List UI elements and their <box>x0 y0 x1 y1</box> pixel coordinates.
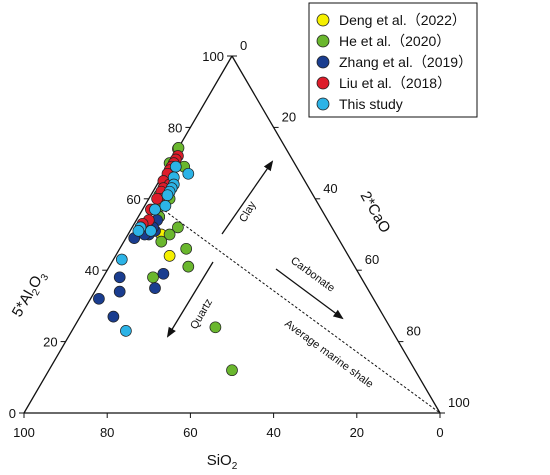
tick-labels: 100 80 60 40 20 0 0 20 40 60 80 100 0 20 40 60 80 100 <box>9 38 470 440</box>
data-point <box>169 160 182 173</box>
al2o3-tick-label: 20 <box>43 335 57 350</box>
sio2-tick-label: 100 <box>13 425 35 440</box>
ternary-frame <box>23 55 441 414</box>
data-point <box>163 250 176 262</box>
sio2-axis-title-sub: 2 <box>232 461 238 472</box>
legend-label: Zhang et al.（2019） <box>339 54 472 70</box>
data-point <box>113 271 126 284</box>
marine-shale-label: Average marine shale <box>282 318 375 391</box>
carbonate-label: Carbonate <box>288 255 337 295</box>
data-point <box>163 228 176 241</box>
cao-tick-label: 40 <box>323 181 337 196</box>
data-point <box>180 242 193 255</box>
legend-label: He et al.（2020） <box>339 33 450 49</box>
sio2-tick-label: 0 <box>436 425 443 440</box>
data-points <box>93 142 238 377</box>
legend-marker <box>316 76 330 90</box>
legend-label: Deng et al.（2022） <box>339 12 466 28</box>
cao-tick-label: 100 <box>448 395 470 410</box>
data-point <box>149 282 161 294</box>
data-point <box>145 225 157 237</box>
data-point <box>209 321 222 334</box>
data-point <box>159 200 172 212</box>
data-point <box>172 221 184 234</box>
quartz-arrow <box>166 261 214 338</box>
al2o3-axis-title-sub2: 3 <box>39 272 52 283</box>
cao-tick-label: 80 <box>406 324 420 339</box>
triangle-right-edge <box>231 55 441 414</box>
sio2-tick-label: 80 <box>100 425 114 440</box>
marine-shale-line <box>160 207 441 414</box>
sio2-tick-label: 40 <box>266 425 280 440</box>
cao-axis-title: 2*CaO <box>357 189 394 236</box>
data-point <box>226 364 238 377</box>
data-point <box>161 189 174 202</box>
al2o3-tick-label: 60 <box>126 192 140 207</box>
al2o3-tick-label: 80 <box>168 120 182 135</box>
al2o3-axis-title-sub1: 2 <box>30 287 43 298</box>
data-point <box>115 253 128 266</box>
data-point <box>107 310 120 323</box>
data-point <box>155 235 168 248</box>
data-point <box>157 267 170 280</box>
legend-label: This study <box>339 96 403 112</box>
al2o3-axis-title: 5*Al2O3 <box>9 268 52 322</box>
legend-marker <box>316 55 330 69</box>
al2o3-tick-label: 0 <box>9 406 16 421</box>
data-point <box>132 225 145 237</box>
legend-box <box>308 2 478 118</box>
clay-arrow <box>221 160 274 235</box>
data-point <box>147 271 159 284</box>
clay-label: Clay <box>237 199 259 224</box>
triangle-left-edge <box>23 55 233 414</box>
data-point <box>149 203 161 216</box>
data-point <box>182 260 195 273</box>
legend: Deng et al.（2022） He et al.（2020） Zhang et… <box>308 2 478 118</box>
sio2-axis-title-main: SiO <box>207 452 232 469</box>
al2o3-tick-label: 40 <box>85 263 99 278</box>
cao-tick-label: 20 <box>282 109 296 124</box>
legend-label: Liu et al.（2018） <box>339 75 451 91</box>
al2o3-tick-label: 100 <box>202 49 224 64</box>
cao-tick-label: 60 <box>365 252 379 267</box>
data-point <box>120 325 132 337</box>
sio2-tick-label: 20 <box>350 425 364 440</box>
legend-marker <box>316 34 330 48</box>
carbonate-arrow <box>275 268 344 320</box>
sio2-tick-label: 60 <box>183 425 197 440</box>
sio2-axis-title: SiO2 <box>207 452 238 472</box>
legend-marker <box>316 97 330 111</box>
legend-marker <box>316 13 330 27</box>
data-point <box>113 285 126 298</box>
data-point <box>182 167 195 180</box>
cao-tick-label: 0 <box>240 38 247 53</box>
tick-marks <box>19 55 445 418</box>
data-point <box>93 292 105 305</box>
